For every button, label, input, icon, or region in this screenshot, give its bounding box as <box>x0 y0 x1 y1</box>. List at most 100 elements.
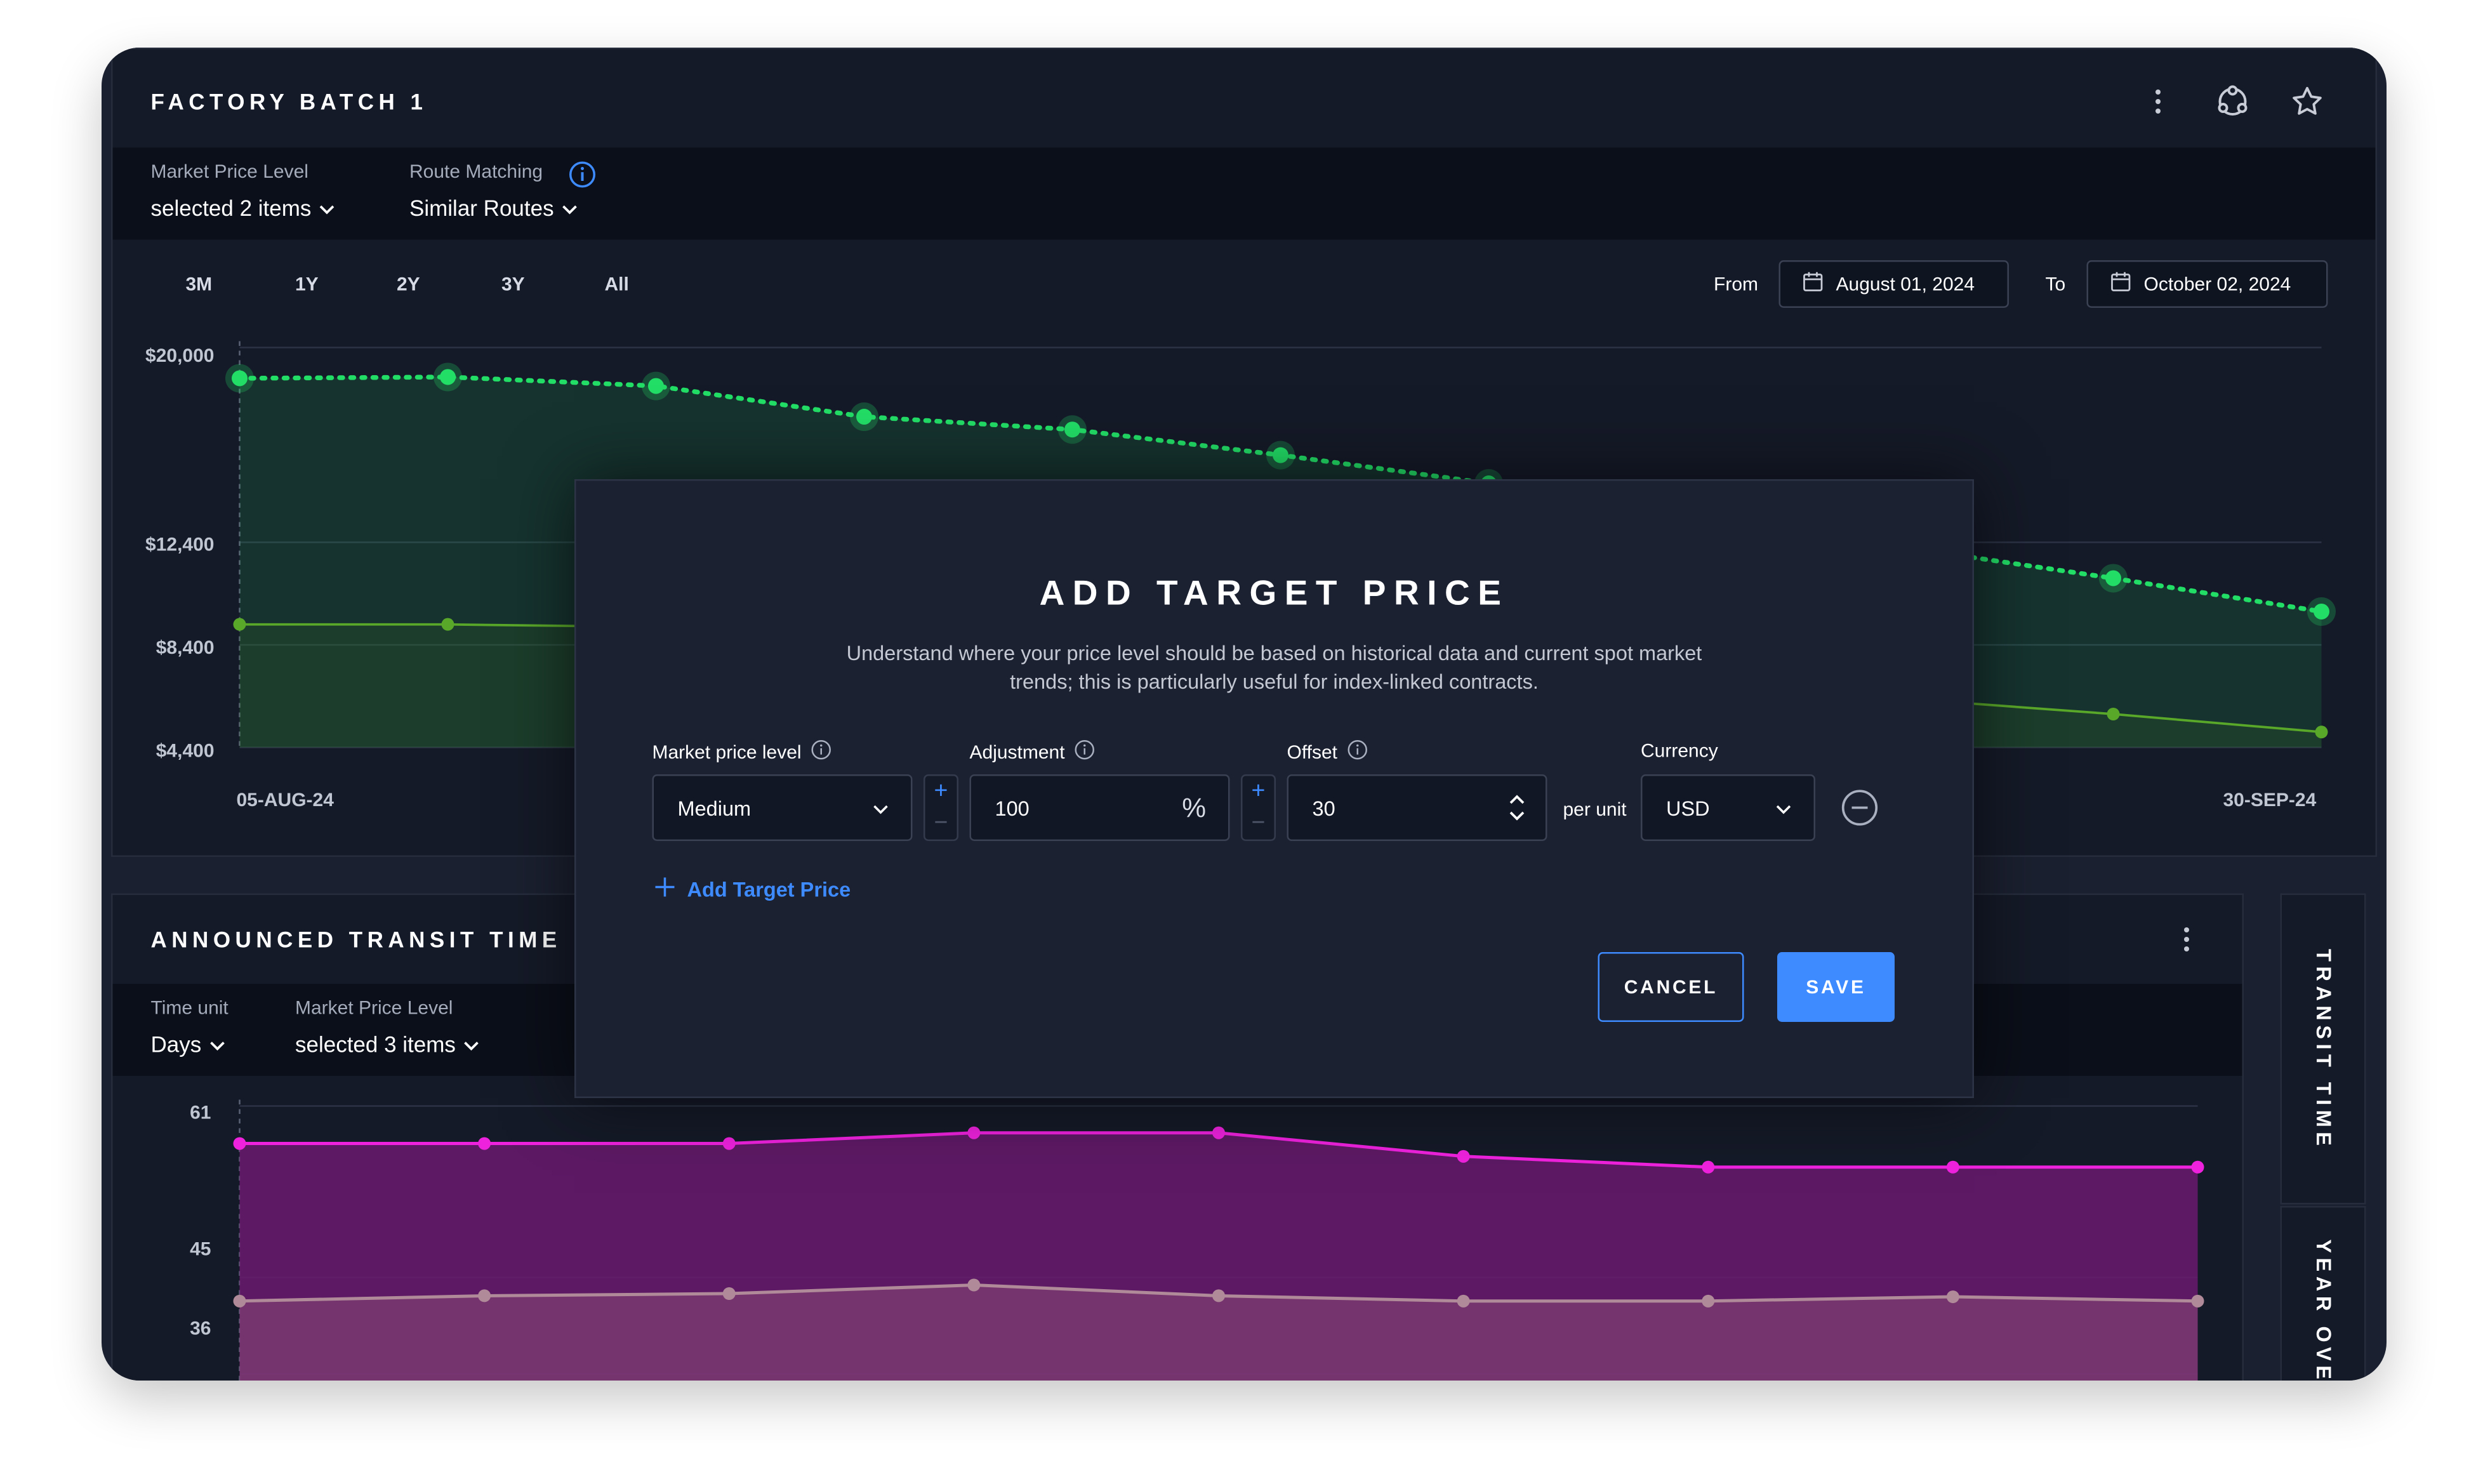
offset-field-label: Offset <box>1287 739 1368 765</box>
data-point <box>967 1278 981 1292</box>
transit-market-price-level-value: selected 3 items <box>295 1031 456 1057</box>
info-icon[interactable] <box>1347 739 1368 765</box>
data-point <box>478 1289 491 1302</box>
cancel-button[interactable]: CANCEL <box>1598 952 1744 1022</box>
time-unit-dropdown[interactable]: Days <box>151 1031 225 1057</box>
decrement-minus-button[interactable]: − <box>934 809 948 837</box>
info-icon[interactable] <box>1075 739 1096 765</box>
more-options-icon[interactable] <box>2166 919 2208 960</box>
transit-market-price-level-label: Market Price Level <box>295 997 453 1019</box>
data-point <box>2107 708 2120 720</box>
info-icon[interactable] <box>564 156 602 194</box>
spin-arrows-icon[interactable] <box>1507 792 1526 829</box>
data-point <box>1212 1289 1225 1302</box>
chevron-down-icon <box>209 1031 225 1057</box>
to-label: To <box>2045 273 2066 295</box>
market-price-level-value: selected 2 items <box>150 195 312 221</box>
time-unit-label: Time unit <box>150 997 228 1019</box>
calendar-icon <box>2110 272 2131 297</box>
x-tick-label: 05-AUG-24 <box>236 788 334 811</box>
data-point <box>232 370 248 387</box>
side-tab-year-over[interactable]: YEAR OVE <box>2280 1206 2366 1381</box>
y-tick-label: $8,400 <box>156 636 215 659</box>
route-matching-dropdown[interactable]: Similar Routes <box>409 195 578 221</box>
data-point <box>1212 1126 1225 1139</box>
from-date-value: August 01, 2024 <box>1836 273 1975 295</box>
share-network-icon[interactable] <box>2212 81 2253 123</box>
modal-description: Understand where your price level should… <box>846 641 1702 694</box>
data-point <box>648 378 664 394</box>
decrement-minus-button[interactable]: − <box>1251 809 1266 837</box>
market-price-level-label: Market Price Level <box>150 160 308 183</box>
chevron-down-icon <box>319 195 335 221</box>
y-tick-label: 61 <box>190 1101 211 1123</box>
remove-row-icon[interactable] <box>1841 789 1879 827</box>
adjustment-input-value: 100 <box>995 795 1030 820</box>
price-filter-bar: Market Price Level selected 2 items Rout… <box>112 147 2376 240</box>
y-tick-label: $20,000 <box>145 344 215 367</box>
data-point <box>1457 1294 1470 1308</box>
modal-title: ADD TARGET PRICE <box>1039 573 1509 613</box>
per-unit-text: per unit <box>1563 798 1627 821</box>
adjustment-field-label: Adjustment <box>970 739 1096 765</box>
market-price-level-field-label: Market price level <box>652 739 832 765</box>
chevron-down-icon <box>463 1031 479 1057</box>
currency-select-value: USD <box>1666 795 1710 820</box>
transit-market-price-level-dropdown[interactable]: selected 3 items <box>295 1031 479 1057</box>
data-point <box>441 618 454 631</box>
market-price-level-field-text: Market price level <box>652 741 802 764</box>
data-point <box>722 1287 736 1301</box>
side-tab-transit-time-label: TRANSIT TIME <box>2312 949 2336 1151</box>
transit-chart <box>233 1099 2204 1381</box>
data-point <box>856 409 872 425</box>
currency-select[interactable]: USD <box>1641 774 1815 841</box>
increment-plus-button[interactable]: + <box>1251 778 1266 805</box>
data-point <box>967 1126 981 1139</box>
offset-field-text: Offset <box>1287 741 1337 764</box>
data-point <box>1946 1290 1959 1304</box>
chevron-down-icon <box>1776 797 1792 821</box>
range-tab-1y[interactable]: 1Y <box>295 273 319 295</box>
data-point <box>1457 1149 1470 1163</box>
data-point <box>440 369 456 385</box>
side-tab-transit-time[interactable]: TRANSIT TIME <box>2280 893 2366 1205</box>
percent-icon: % <box>1182 793 1206 824</box>
data-point <box>478 1137 491 1150</box>
route-matching-value: Similar Routes <box>409 195 554 221</box>
route-matching-label: Route Matching <box>409 160 543 183</box>
market-price-level-dropdown[interactable]: selected 2 items <box>151 195 335 221</box>
to-date-value: October 02, 2024 <box>2143 273 2291 295</box>
to-date-picker[interactable]: October 02, 2024 <box>2086 260 2328 308</box>
side-tab-year-over-label: YEAR OVE <box>2312 1239 2336 1381</box>
adjustment-field-text: Adjustment <box>969 741 1065 764</box>
range-tab-all[interactable]: All <box>604 273 629 295</box>
add-target-price-link[interactable]: Add Target Price <box>655 877 851 901</box>
range-tab-3m[interactable]: 3M <box>185 273 213 295</box>
from-date-picker[interactable]: August 01, 2024 <box>1778 260 2009 308</box>
info-icon[interactable] <box>811 739 832 765</box>
data-point <box>1702 1160 1715 1174</box>
chevron-down-icon <box>873 797 889 821</box>
from-label: From <box>1714 273 1758 295</box>
market-price-level-select[interactable]: Medium <box>652 774 913 841</box>
offset-stepper: + − <box>1241 774 1276 841</box>
save-button[interactable]: SAVE <box>1777 952 1895 1022</box>
range-tab-3y[interactable]: 3Y <box>501 273 525 295</box>
adjustment-input[interactable]: 100 % <box>969 774 1230 841</box>
calendar-icon <box>1803 272 1824 297</box>
y-tick-label: 36 <box>190 1317 211 1339</box>
data-point <box>1702 1294 1715 1308</box>
add-target-price-modal: ADD TARGET PRICE Understand where your p… <box>574 479 1974 1098</box>
data-point <box>233 1294 246 1308</box>
range-tab-2y[interactable]: 2Y <box>397 273 420 295</box>
data-point <box>722 1137 736 1150</box>
data-point <box>2191 1294 2204 1308</box>
chevron-down-icon <box>562 195 578 221</box>
y-tick-label: $12,400 <box>145 533 215 555</box>
increment-plus-button[interactable]: + <box>934 778 948 805</box>
more-options-icon[interactable] <box>2138 81 2179 123</box>
data-point <box>233 618 246 631</box>
offset-input[interactable]: 30 <box>1287 774 1547 841</box>
data-point <box>2105 570 2121 586</box>
favorite-star-icon[interactable] <box>2287 81 2328 123</box>
